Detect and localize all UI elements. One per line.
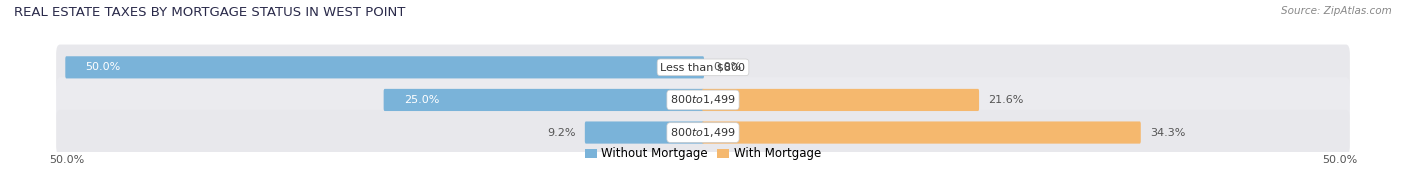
- Text: $800 to $1,499: $800 to $1,499: [671, 126, 735, 139]
- Text: 0.0%: 0.0%: [713, 62, 741, 72]
- FancyBboxPatch shape: [585, 121, 704, 144]
- FancyBboxPatch shape: [56, 77, 1350, 123]
- Text: 9.2%: 9.2%: [547, 128, 575, 137]
- Text: 34.3%: 34.3%: [1150, 128, 1185, 137]
- Text: Less than $800: Less than $800: [661, 62, 745, 72]
- FancyBboxPatch shape: [702, 89, 979, 111]
- FancyBboxPatch shape: [56, 44, 1350, 90]
- Text: 25.0%: 25.0%: [404, 95, 439, 105]
- FancyBboxPatch shape: [65, 56, 704, 78]
- Legend: Without Mortgage, With Mortgage: Without Mortgage, With Mortgage: [581, 143, 825, 165]
- Text: Source: ZipAtlas.com: Source: ZipAtlas.com: [1281, 6, 1392, 16]
- Text: REAL ESTATE TAXES BY MORTGAGE STATUS IN WEST POINT: REAL ESTATE TAXES BY MORTGAGE STATUS IN …: [14, 6, 405, 19]
- FancyBboxPatch shape: [702, 121, 1140, 144]
- Text: $800 to $1,499: $800 to $1,499: [671, 93, 735, 106]
- FancyBboxPatch shape: [384, 89, 704, 111]
- Text: 50.0%: 50.0%: [86, 62, 121, 72]
- FancyBboxPatch shape: [56, 110, 1350, 155]
- Text: 21.6%: 21.6%: [988, 95, 1024, 105]
